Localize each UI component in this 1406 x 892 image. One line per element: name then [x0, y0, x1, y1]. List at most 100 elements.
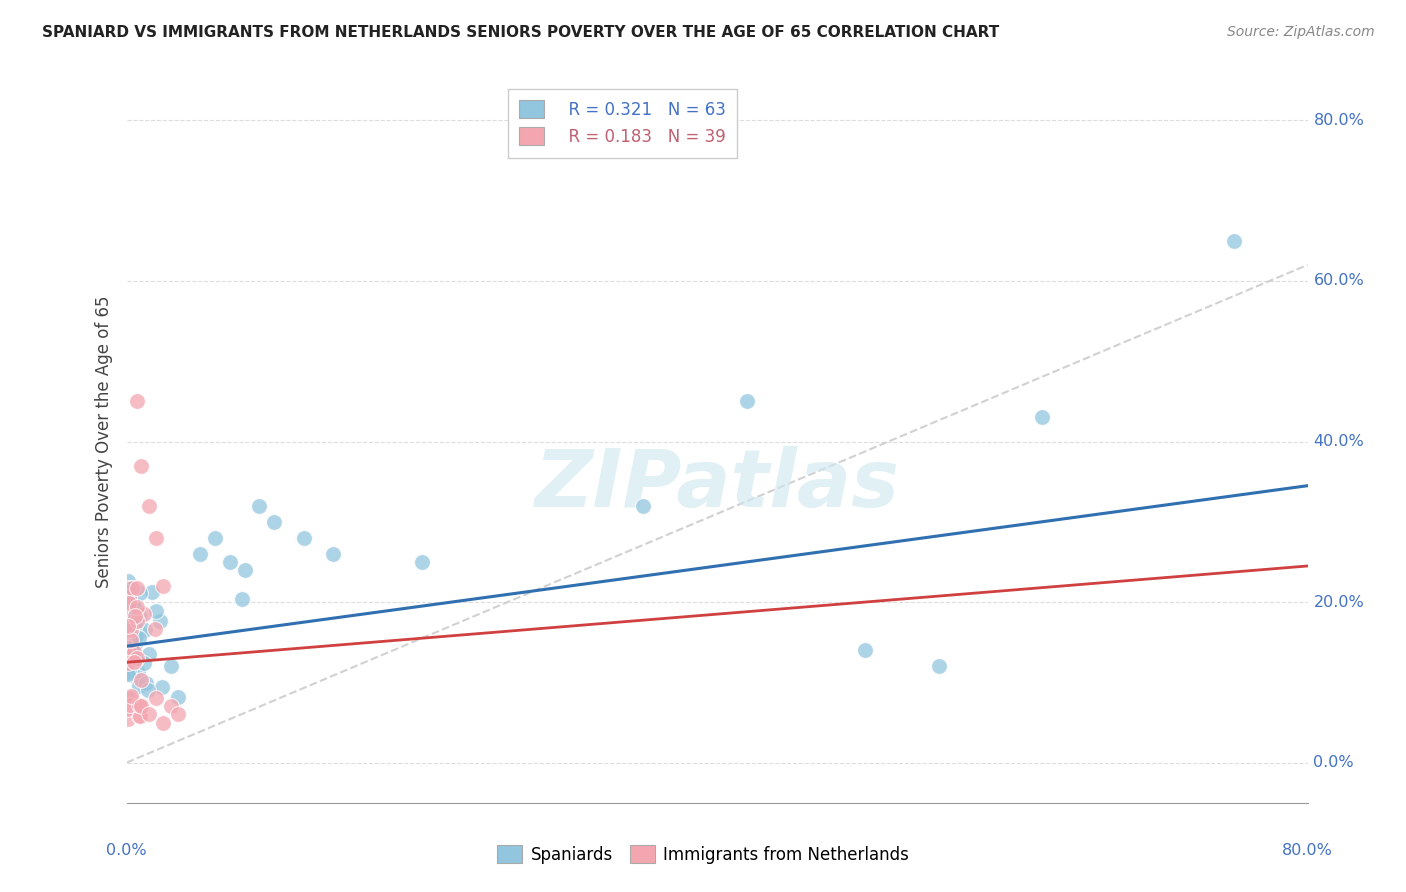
Point [127, 665, 149, 679]
Point [735, 394, 758, 409]
Point [145, 604, 167, 618]
Point [117, 667, 139, 681]
Text: SPANIARD VS IMMIGRANTS FROM NETHERLANDS SENIORS POVERTY OVER THE AGE OF 65 CORRE: SPANIARD VS IMMIGRANTS FROM NETHERLANDS … [42, 25, 1000, 40]
Point [292, 531, 315, 545]
Point [121, 632, 143, 647]
Point [129, 458, 153, 473]
Point [118, 665, 141, 679]
Point [117, 585, 139, 599]
Point [124, 655, 146, 669]
Point [118, 623, 141, 637]
Point [125, 629, 148, 643]
Y-axis label: Seniors Poverty Over the Age of 65: Seniors Poverty Over the Age of 65 [94, 295, 112, 588]
Point [411, 555, 433, 569]
Point [129, 609, 152, 624]
Text: ZIPatlas: ZIPatlas [534, 446, 900, 524]
Point [132, 607, 155, 621]
Point [117, 590, 139, 604]
Point [117, 609, 139, 624]
Point [633, 499, 655, 513]
Text: 20.0%: 20.0% [1313, 595, 1364, 609]
Point [117, 656, 139, 670]
Point [124, 655, 146, 669]
Point [322, 547, 344, 561]
Point [117, 691, 139, 706]
Point [117, 581, 139, 595]
Point [121, 638, 143, 652]
Point [204, 531, 226, 545]
Point [129, 699, 153, 714]
Point [145, 531, 167, 545]
Point [121, 689, 143, 703]
Text: 80.0%: 80.0% [1313, 113, 1364, 128]
Point [127, 599, 149, 614]
Point [167, 690, 190, 704]
Point [120, 689, 142, 703]
Point [138, 499, 160, 513]
Point [263, 515, 285, 529]
Point [231, 592, 253, 607]
Text: Source: ZipAtlas.com: Source: ZipAtlas.com [1227, 25, 1375, 39]
Point [135, 676, 157, 690]
Point [117, 712, 139, 726]
Point [122, 645, 145, 659]
Point [118, 698, 141, 713]
Point [117, 596, 139, 610]
Point [122, 649, 145, 664]
Point [129, 625, 152, 640]
Point [117, 581, 139, 595]
Point [127, 615, 149, 629]
Point [131, 673, 153, 687]
Legend: Spaniards, Immigrants from Netherlands: Spaniards, Immigrants from Netherlands [491, 838, 915, 871]
Point [129, 586, 152, 600]
Point [117, 640, 139, 655]
Point [136, 682, 159, 697]
Point [167, 707, 190, 722]
Point [853, 643, 876, 657]
Point [219, 555, 242, 569]
Point [125, 651, 148, 665]
Text: 60.0%: 60.0% [1313, 274, 1364, 288]
Point [117, 649, 139, 664]
Point [117, 619, 139, 633]
Point [152, 715, 174, 730]
Point [128, 709, 150, 723]
Point [132, 656, 155, 670]
Point [121, 581, 143, 595]
Point [128, 709, 150, 723]
Point [145, 691, 167, 706]
Point [125, 651, 148, 665]
Point [128, 679, 150, 693]
Point [1223, 234, 1246, 248]
Text: 0.0%: 0.0% [1313, 756, 1354, 770]
Point [128, 698, 150, 712]
Point [124, 637, 146, 651]
Point [124, 651, 146, 665]
Point [120, 623, 142, 637]
Point [120, 636, 142, 650]
Point [122, 599, 145, 613]
Text: 0.0%: 0.0% [107, 843, 146, 857]
Point [118, 638, 141, 652]
Point [121, 581, 143, 595]
Point [128, 632, 150, 646]
Point [120, 691, 142, 706]
Point [125, 394, 148, 409]
Point [249, 499, 271, 513]
Text: 40.0%: 40.0% [1313, 434, 1364, 449]
Point [150, 680, 173, 694]
Point [117, 702, 139, 716]
Point [928, 659, 950, 673]
Point [124, 608, 146, 623]
Text: 80.0%: 80.0% [1282, 843, 1333, 857]
Point [188, 547, 212, 561]
Point [125, 614, 148, 628]
Point [118, 596, 141, 610]
Point [1031, 410, 1053, 425]
Point [121, 668, 143, 682]
Point [117, 640, 139, 655]
Point [120, 619, 142, 633]
Point [118, 629, 141, 643]
Point [118, 646, 141, 660]
Point [160, 699, 183, 714]
